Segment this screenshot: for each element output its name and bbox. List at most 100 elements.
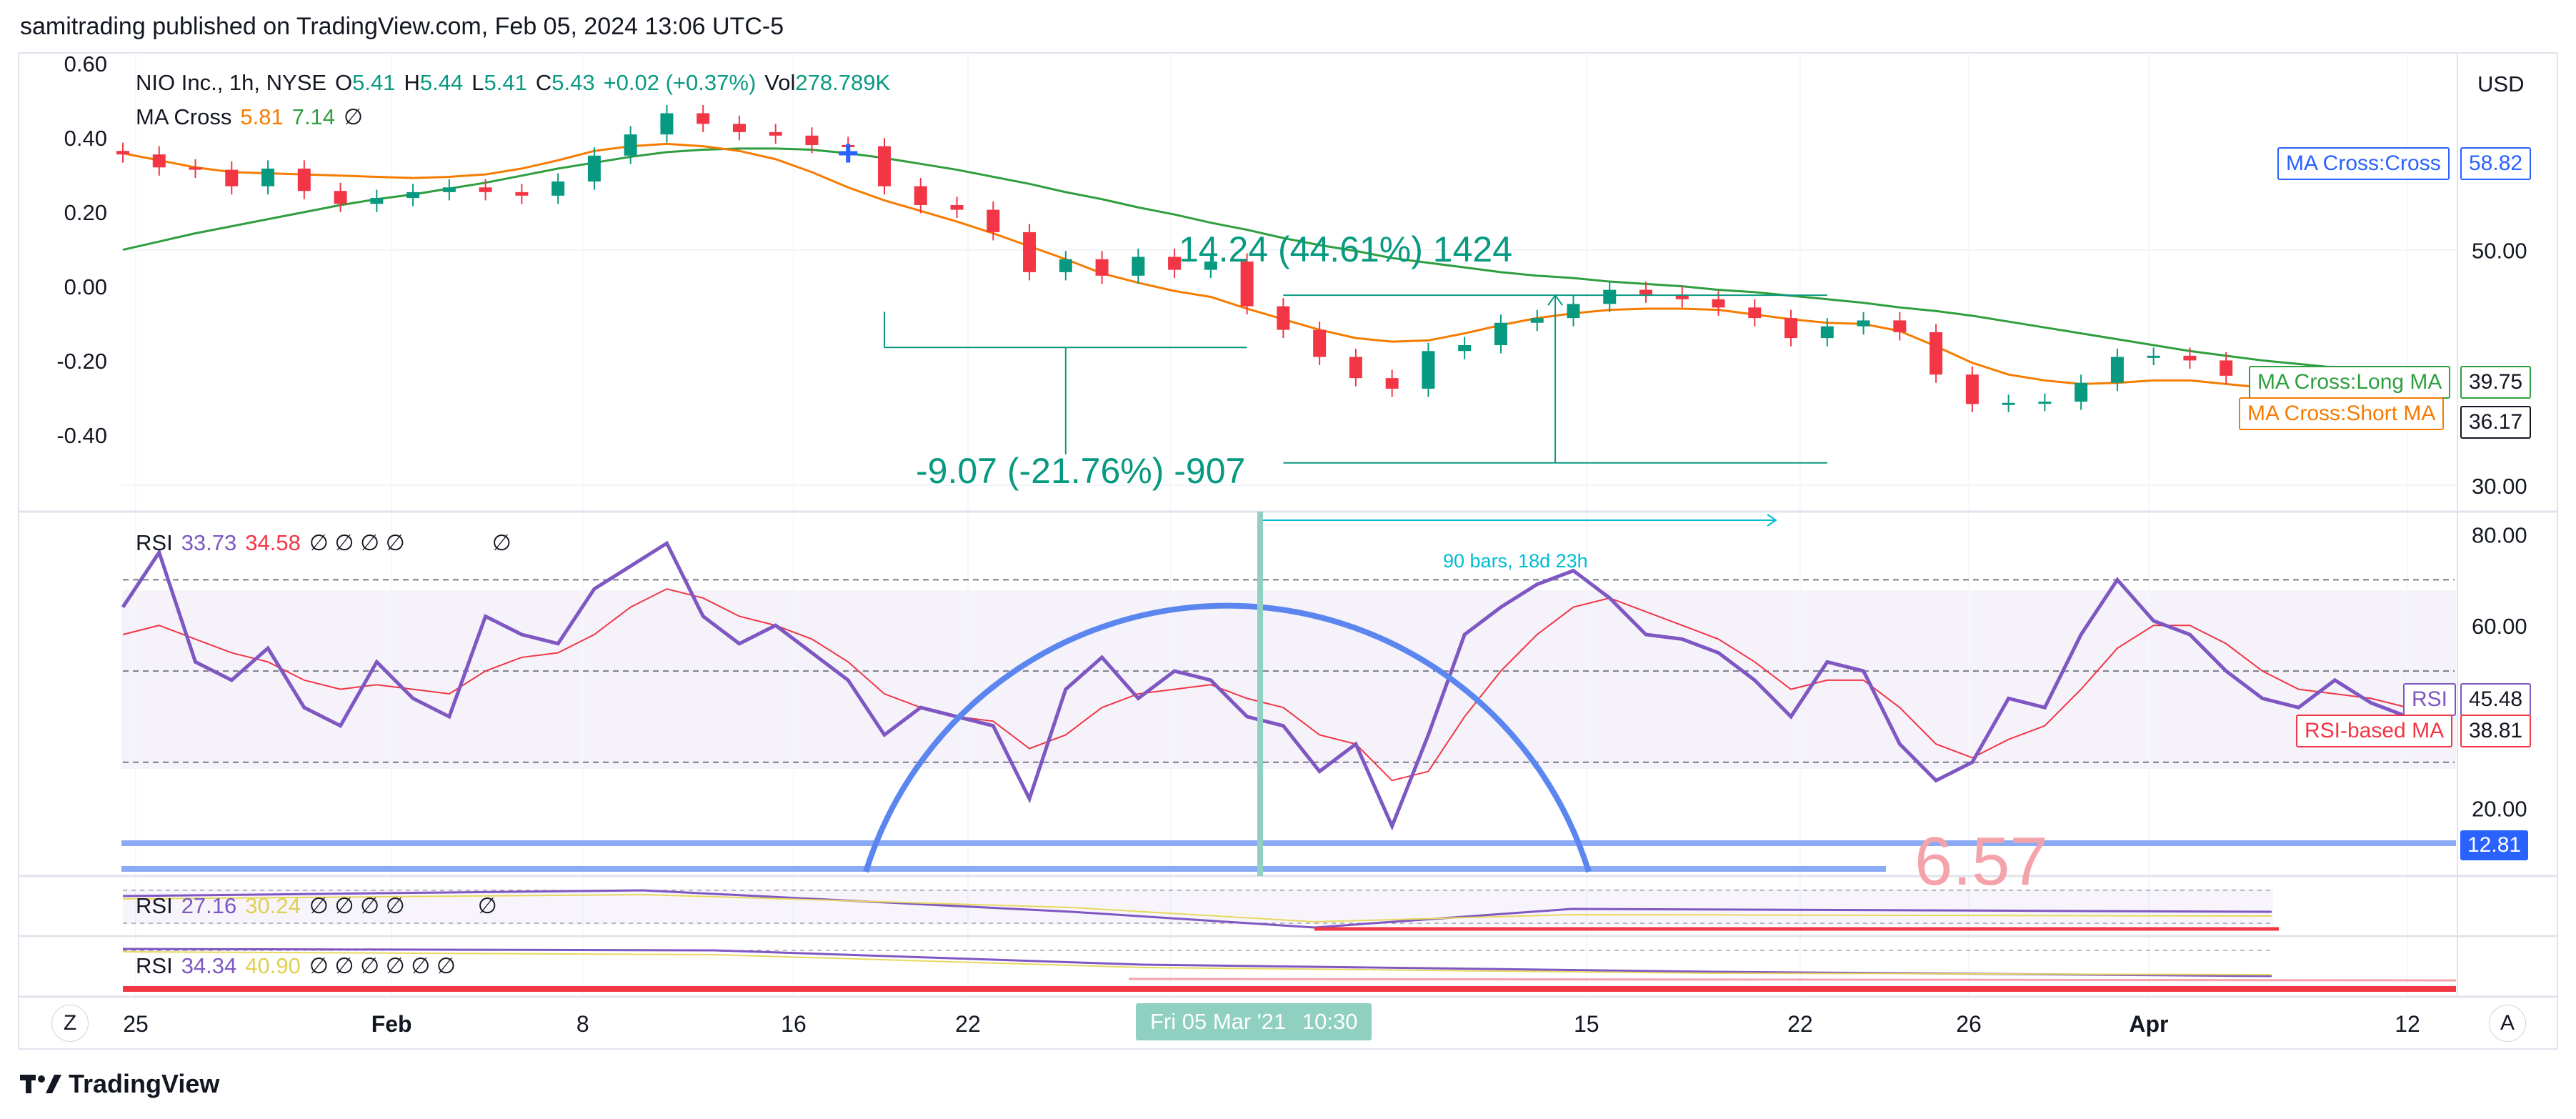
ma-cross-legend: MA Cross 5.81 7.14 ∅ [136, 104, 363, 130]
candle-body [624, 134, 637, 156]
candle-body [2147, 355, 2160, 358]
cross-price-box: 58.82 [2460, 147, 2532, 180]
time-axis-tick: 26 [1956, 1011, 1982, 1037]
vol-label: Vol [764, 70, 796, 95]
rsi2-ma-line [122, 893, 2272, 923]
candle-body [660, 113, 674, 135]
rsi-pane-2 [122, 889, 2279, 931]
auto-scale-button[interactable]: A [2489, 1005, 2526, 1042]
brand-name: TradingView [69, 1069, 220, 1098]
ma-cross-label[interactable]: MA Cross [136, 104, 232, 129]
rsi-scale-tick: 80.00 [2472, 523, 2527, 548]
ma-cross-long-tag: MA Cross:Long MA [2249, 366, 2451, 399]
right-price-scale[interactable]: 50.00 30.00 [2472, 239, 2527, 499]
measure-tools[interactable]: 14.24 (44.61%) 1424 -9.07 (-21.76%) -907 [884, 229, 1827, 491]
measure-up-label: 14.24 (44.61%) 1424 [1179, 229, 1512, 269]
candle-body [1929, 332, 1943, 375]
drawings[interactable]: 6.57 90 bars, 18d 23h [121, 144, 2456, 900]
ma-cross-cross-tag: MA Cross:Cross [2277, 147, 2450, 180]
close-label: C [535, 70, 552, 95]
rsi3-ma-line [122, 951, 2272, 975]
short-ma-value: 5.81 [240, 104, 284, 129]
open-label: O [335, 70, 353, 95]
candle-body [1857, 320, 1870, 327]
candle-body [950, 204, 964, 210]
rsi-value: 33.73 [181, 530, 237, 555]
long-ma-line [122, 147, 2408, 372]
candle-body [189, 167, 202, 170]
left-scale-tick: 0.00 [64, 274, 107, 299]
candle-body [914, 186, 927, 205]
time-axis-tick: Feb [371, 1011, 412, 1037]
candle-body [1059, 259, 1072, 272]
candle-body [515, 192, 529, 196]
tradingview-logo[interactable]: TradingView [20, 1069, 219, 1099]
rsi2-tail-value: ∅ [477, 893, 497, 918]
vol-value: 278.789K [795, 70, 891, 95]
candle-body [769, 131, 782, 136]
rsi-scale-tick: 20.00 [2472, 797, 2527, 822]
long-ma-value: 7.14 [291, 104, 336, 129]
candle-body [1204, 262, 1217, 270]
crosshair-time: 10:30 [1302, 1009, 1358, 1034]
candle-body [551, 181, 565, 196]
rsi3-label[interactable]: RSI [136, 953, 173, 978]
rsi2-line [122, 889, 2272, 929]
candle-body [152, 154, 166, 168]
candle-body [805, 135, 819, 145]
candle-body [1385, 378, 1399, 389]
rsi2-ma-value: 30.24 [245, 893, 301, 918]
candle-body [1567, 304, 1580, 319]
change-value: +0.02 (+0.37%) [603, 70, 757, 95]
pane-separators [19, 53, 2557, 998]
rsi-scale[interactable]: 80.00 60.00 20.00 [2472, 523, 2527, 822]
candle-body [1095, 259, 1109, 276]
low-label: L [471, 70, 484, 95]
candle-body [2002, 402, 2015, 405]
candle-body [987, 209, 1000, 232]
zoom-button[interactable]: Z [51, 1005, 89, 1042]
time-axis-tick: 16 [781, 1011, 807, 1037]
candles [116, 104, 2414, 419]
candle-body [334, 191, 347, 204]
rsi-band-fill [121, 590, 2456, 769]
candle-body [2110, 357, 2124, 383]
rsi-label[interactable]: RSI [136, 530, 173, 555]
time-axis-tick: 22 [1787, 1011, 1813, 1037]
crosshair-date: Fri 05 Mar '21 [1150, 1009, 1287, 1034]
candle-body [1349, 357, 1362, 379]
rsi2-label[interactable]: RSI [136, 893, 173, 918]
candle-body [1168, 257, 1182, 270]
rsi3-empty-values: ∅ ∅ ∅ ∅ ∅ ∅ [309, 953, 456, 978]
candle-body [587, 155, 601, 182]
rsi-legend-2: RSI 27.16 30.24 ∅ ∅ ∅ ∅ ∅ [136, 893, 497, 919]
date-range-arrow [1767, 514, 1777, 527]
long-ma-price-box: 39.75 [2460, 366, 2532, 399]
publisher-line: samitrading published on TradingView.com… [20, 13, 784, 40]
rsi-tail-value: ∅ [491, 530, 511, 555]
candle-body [1240, 262, 1254, 307]
rsi-ma-value: 34.58 [245, 530, 301, 555]
candle-body [732, 124, 746, 132]
rsi-ma-price-box: 38.81 [2460, 715, 2532, 747]
symbol-name[interactable]: NIO Inc., 1h, NYSE [136, 70, 327, 95]
candle-body [1820, 326, 1834, 339]
left-scale-tick: -0.20 [56, 349, 107, 374]
rsi3-pink-line [1128, 978, 2457, 982]
candle-body [479, 187, 492, 192]
candle-body [1277, 306, 1290, 330]
rsi-empty-values: ∅ ∅ ∅ ∅ [309, 530, 405, 555]
rsi-legend: RSI 33.73 34.58 ∅ ∅ ∅ ∅ ∅ [136, 530, 511, 556]
candle-body [1603, 289, 1617, 304]
rsi2-band-fill [123, 889, 2273, 925]
rsi3-ma-value: 40.90 [245, 953, 301, 978]
left-scale-tick: 0.60 [64, 51, 107, 76]
left-price-scale[interactable]: 0.60 0.40 0.20 0.00 -0.20 -0.40 [56, 51, 107, 448]
candle-body [878, 146, 891, 186]
currency-label[interactable]: USD [2477, 71, 2525, 96]
candle-body [1893, 320, 1907, 332]
candle-body [1422, 351, 1435, 389]
rsi-price-box: 45.48 [2460, 683, 2532, 716]
candle-body [1712, 299, 1725, 308]
